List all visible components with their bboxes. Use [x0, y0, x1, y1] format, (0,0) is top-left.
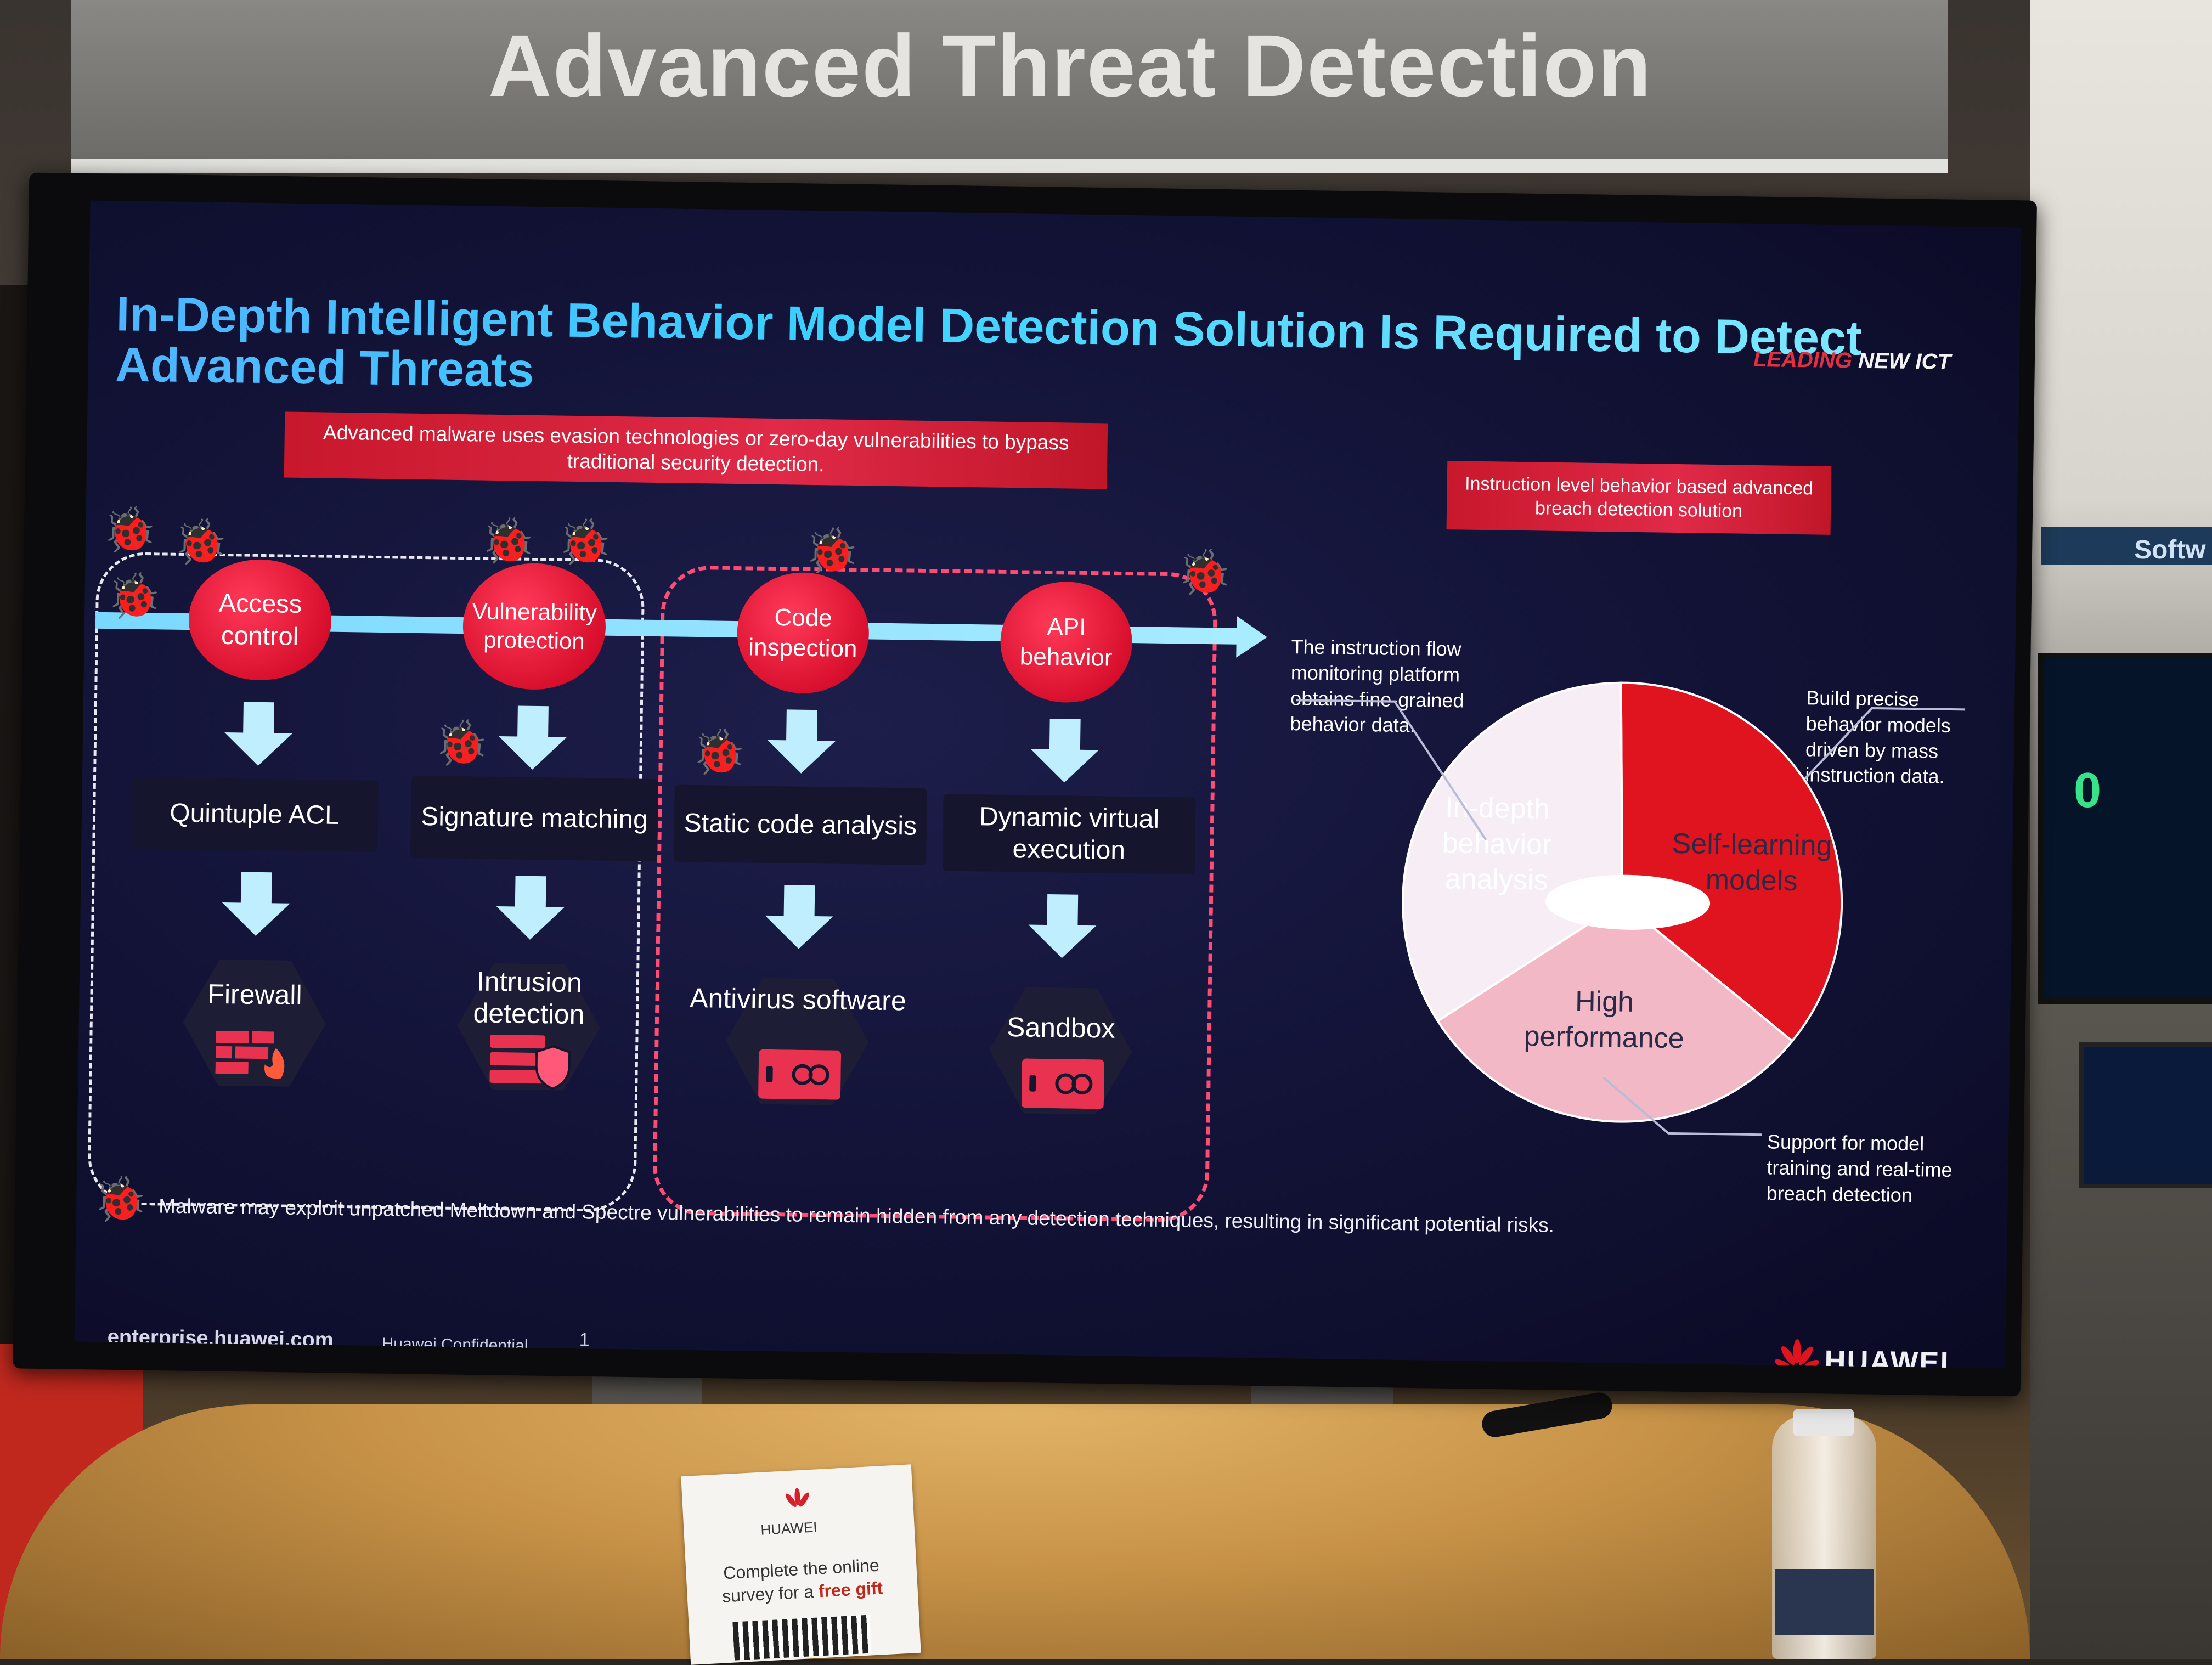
slide-title: In-Depth Intelligent Behavior Model Dete… — [115, 286, 1872, 414]
survey-card-text: Complete the online survey for a free gi… — [721, 1555, 884, 1606]
malware-bug-icon: 🐞 — [433, 718, 489, 768]
malware-bug-icon: 🐞 — [92, 1174, 148, 1224]
right-sign-text: Softw — [2134, 535, 2206, 565]
firewall-icon — [215, 1030, 285, 1079]
note-leader-lines — [1296, 699, 1966, 1136]
malware-bug-icon: 🐞 — [691, 727, 747, 777]
tv-screen-slide: In-Depth Intelligent Behavior Model Dete… — [74, 200, 2022, 1369]
pie-center-hole — [1545, 874, 1711, 930]
header-sign-text: Advanced Threat Detection — [488, 16, 1652, 115]
advanced-detection-zone — [652, 565, 1218, 1223]
pie-slice-1 — [1436, 901, 1794, 1123]
slide-tagline: LEADING NEW ICT — [1753, 347, 1951, 374]
right-sign — [2041, 527, 2212, 565]
product-firewall: Firewall — [207, 978, 303, 1011]
evasion-banner: Advanced malware uses evasion technologi… — [284, 411, 1108, 489]
product-antivirus-software: Antivirus software — [689, 982, 907, 1017]
side-monitor-counter: 0 — [2074, 763, 2102, 818]
malware-bug-icon: 🐞 — [1176, 548, 1232, 597]
server-shield-icon — [489, 1034, 571, 1090]
scan-device-icon — [758, 1049, 842, 1100]
side-laptop — [2079, 1042, 2212, 1188]
huawei-logo-icon — [1775, 1339, 1820, 1369]
footer-brand: HUAWEI — [1824, 1344, 1950, 1369]
method-quintuple-acl: Quintuple ACL — [131, 777, 379, 852]
pie-slice-0 — [1620, 681, 1843, 1043]
pie-slice-2 — [1402, 681, 1624, 1023]
behavior-pie-chart — [1402, 681, 1843, 1123]
qr-code — [732, 1615, 872, 1661]
water-bottle-cap — [1793, 1409, 1854, 1436]
malware-bug-icon: 🐞 — [173, 517, 229, 567]
pie-slices — [1402, 681, 1843, 1123]
header-sign — [71, 0, 1948, 173]
solution-banner: Instruction level behavior based advance… — [1446, 461, 1832, 535]
product-sandbox: Sandbox — [1006, 1012, 1115, 1044]
malware-bug-icon: 🐞 — [804, 526, 860, 576]
booth-table — [0, 1404, 2030, 1659]
sandbox-device-icon — [1021, 1058, 1104, 1109]
side-monitor — [2038, 653, 2212, 1004]
flow-arrow-icon — [1236, 616, 1268, 658]
malware-bug-icon: 🐞 — [480, 516, 536, 566]
malware-bug-icon: 🐞 — [106, 571, 162, 621]
huawei-logo-icon — [785, 1488, 809, 1508]
product-intrusion-detection: Intrusion detection — [473, 966, 585, 1030]
footer-page-number: 1 — [579, 1329, 590, 1351]
malware-bug-icon: 🐞 — [557, 517, 613, 567]
survey-card: HUAWEI Complete the online survey for a … — [681, 1464, 921, 1665]
survey-card-brand: HUAWEI — [760, 1519, 818, 1538]
malware-bug-icon: 🐞 — [101, 505, 157, 555]
method-signature-matching: Signature matching — [410, 775, 659, 862]
method-static-code-analysis: Static code analysis — [673, 784, 927, 865]
method-dynamic-virtual-execution: Dynamic virtual execution — [942, 794, 1196, 874]
water-bottle-label — [1775, 1569, 1874, 1635]
